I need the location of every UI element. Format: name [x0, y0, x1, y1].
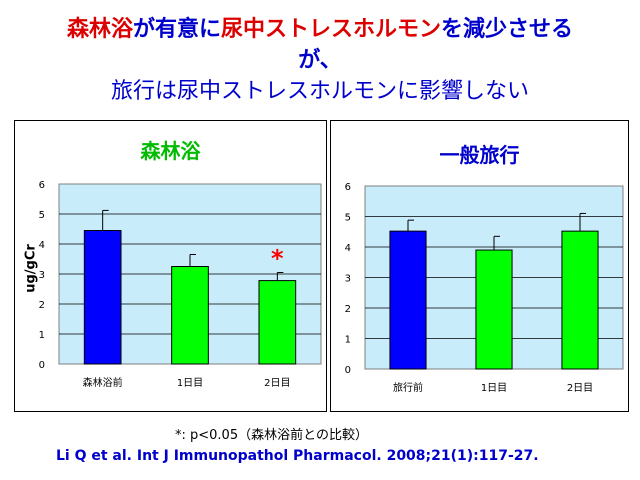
forest-y-tick-label: 4: [39, 240, 45, 251]
forest-bar-chart: 0 1 2 3 4 5 6 森林浴前 1日目 2日目 *: [39, 180, 322, 389]
forest-y-tick-label: 2: [39, 300, 45, 311]
forest-y-tick-label: 1: [39, 330, 45, 341]
forest-x-tick-label: 2日目: [264, 378, 290, 389]
travel-bar-3: [561, 230, 599, 370]
forest-significance-mark: *: [271, 245, 284, 273]
headline-seg-reduce: を減少させる: [441, 17, 574, 42]
headline-seg-forest: 森林浴: [66, 17, 133, 42]
travel-bar-1: [389, 230, 427, 370]
forest-bar-3: [258, 280, 297, 365]
travel-bar-2: [475, 249, 513, 370]
travel-y-tick-label: 1: [345, 335, 351, 346]
forest-bar-1: [83, 230, 122, 365]
significance-footnote: *: p<0.05（森林浴前との比較）: [175, 428, 368, 443]
forest-x-tick-label: 森林浴前: [83, 376, 123, 389]
headline-seg-hormone: 尿中ストレスホルモン: [221, 17, 442, 42]
travel-bar-chart: 0 1 2 3 4 5 6 旅行前 1日目 2日目: [345, 182, 624, 394]
travel-y-tick-label: 0: [345, 365, 351, 376]
headline-line-3: 旅行は尿中ストレスホルモンに影響しない: [110, 79, 529, 104]
forest-y-tick-label: 0: [39, 360, 45, 371]
travel-chart-title: 一般旅行: [439, 143, 520, 167]
forest-y-tick-label: 6: [39, 180, 45, 191]
headline: 森林浴が有意に尿中ストレスホルモンを減少させる が、 旅行は尿中ストレスホルモン…: [0, 14, 640, 107]
forest-y-tick-label: 5: [39, 210, 45, 221]
headline-seg-ga: が: [132, 17, 155, 42]
travel-x-tick-label: 旅行前: [393, 381, 423, 394]
headline-seg-significantly: 有意に: [154, 17, 221, 42]
headline-line-1: 森林浴が有意に尿中ストレスホルモンを減少させる: [0, 14, 640, 45]
travel-chart-panel: 一般旅行 0 1 2 3 4 5 6 旅行前 1日目 2日目: [330, 120, 629, 412]
citation: Li Q et al. Int J Immunopathol Pharmacol…: [56, 448, 539, 464]
forest-chart-panel: 森林浴 ug/gCr 0 1 2 3 4 5 6 森林浴前 1日目 2日目 *: [14, 120, 327, 412]
forest-bar-2: [171, 266, 209, 365]
travel-y-tick-label: 4: [345, 243, 351, 254]
travel-y-tick-label: 2: [345, 304, 351, 315]
headline-line-2: が、: [298, 48, 342, 73]
travel-y-tick-label: 3: [345, 274, 351, 285]
travel-y-tick-label: 5: [345, 213, 351, 224]
travel-y-tick-label: 6: [345, 182, 351, 193]
travel-x-tick-label: 1日目: [481, 383, 507, 394]
forest-x-tick-label: 1日目: [177, 378, 203, 389]
forest-y-tick-label: 3: [39, 270, 45, 281]
forest-chart-title: 森林浴: [140, 139, 201, 163]
travel-x-tick-label: 2日目: [567, 383, 593, 394]
